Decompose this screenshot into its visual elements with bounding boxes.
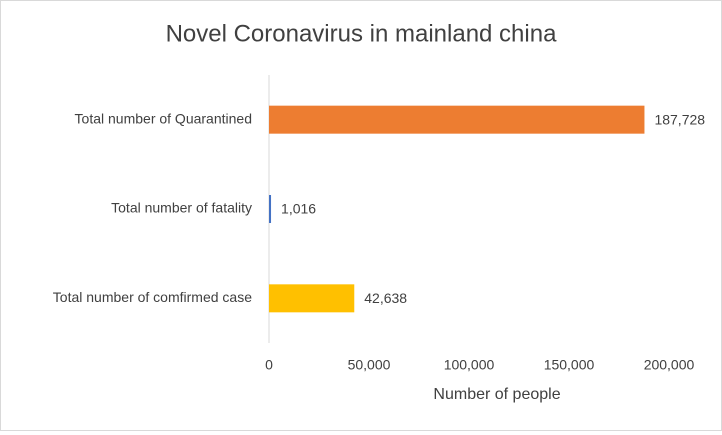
value-label: 42,638 [364, 290, 407, 306]
y-tick-label: Total number of comfirmed case [53, 289, 252, 305]
x-axis-title: Number of people [433, 386, 560, 403]
x-tick-label: 100,000 [444, 357, 495, 373]
value-label: 1,016 [281, 201, 316, 217]
bar [269, 105, 645, 134]
bar [269, 284, 355, 313]
x-tick-label: 0 [265, 357, 273, 373]
y-tick-label: Total number of Quarantined [75, 110, 252, 126]
x-tick-label: 150,000 [544, 357, 595, 373]
value-label: 187,728 [654, 111, 705, 127]
y-tick-label: Total number of fatality [111, 200, 252, 216]
bar [269, 195, 272, 223]
chart-title: Novel Coronavirus in mainland china [166, 20, 558, 47]
x-tick-label: 50,000 [348, 357, 391, 373]
x-tick-label: 200,000 [644, 357, 695, 373]
